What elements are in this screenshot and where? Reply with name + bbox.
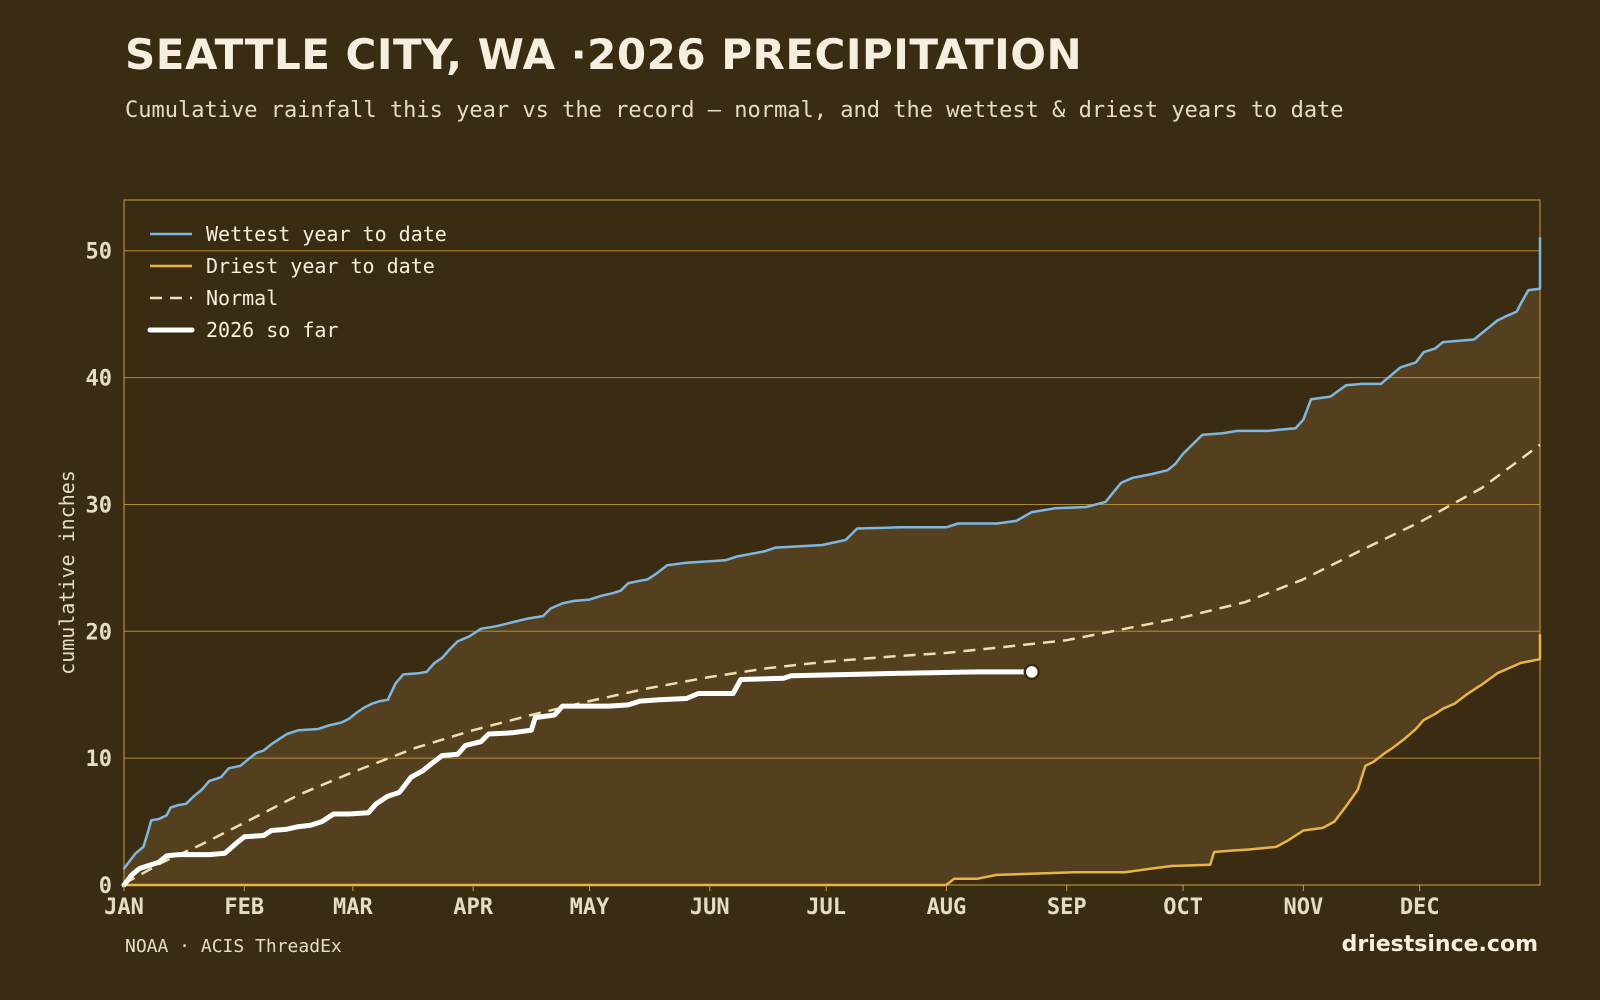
series-current-line	[121, 669, 1035, 888]
grid-lines	[124, 250, 1540, 886]
x-tick-label: MAR	[333, 895, 373, 920]
legend-label-driest: Driest year to date	[206, 254, 435, 278]
page-title: SEATTLE CITY, WA ·2026 PRECIPITATION	[125, 30, 1083, 79]
y-tick-label: 0	[99, 874, 112, 899]
x-tick-label: JUL	[806, 895, 846, 920]
series-normal-line	[123, 443, 1541, 885]
legend-label-current: 2026 so far	[206, 318, 338, 342]
x-tick-label: APR	[453, 895, 493, 920]
current-end-marker	[1023, 663, 1041, 681]
y-tick-label: 40	[86, 367, 113, 392]
x-tick-label: JUN	[690, 895, 730, 920]
x-tick-label: SEP	[1047, 895, 1087, 920]
page-subtitle: Cumulative rainfall this year vs the rec…	[125, 98, 1344, 123]
series-lines	[121, 236, 1542, 888]
series-driest-line	[122, 633, 1542, 887]
legend-label-wettest: Wettest year to date	[206, 222, 447, 246]
legend-label-normal: Normal	[206, 286, 278, 310]
x-tick-label: MAY	[570, 895, 610, 920]
x-tick-label: NOV	[1283, 895, 1323, 920]
y-tick-label: 20	[86, 620, 113, 645]
wet-dry-band	[124, 238, 1540, 886]
x-axis-ticks: JAN FEB MAR APR MAY JUN JUL AUG SEP OCT NOV DEC	[104, 885, 1440, 920]
x-tick-label: FEB	[224, 895, 264, 920]
brand-link[interactable]: driestsince.com	[1341, 932, 1538, 957]
y-tick-label: 50	[86, 240, 113, 265]
y-tick-label: 10	[86, 747, 113, 772]
band-area	[124, 238, 1540, 886]
legend: Wettest year to date Driest year to date N…	[147, 222, 447, 342]
y-tick-label: 30	[86, 493, 113, 518]
x-tick-label: JAN	[104, 895, 144, 920]
data-source: NOAA · ACIS ThreadEx	[125, 936, 342, 957]
x-tick-label: AUG	[927, 895, 967, 920]
series-wettest-line	[122, 236, 1542, 870]
y-axis-ticks: 0 10 20 30 40 50	[86, 240, 113, 899]
x-tick-label: DEC	[1400, 895, 1440, 920]
x-tick-label: OCT	[1163, 895, 1203, 920]
y-axis-label: cumulative inches	[55, 470, 79, 675]
